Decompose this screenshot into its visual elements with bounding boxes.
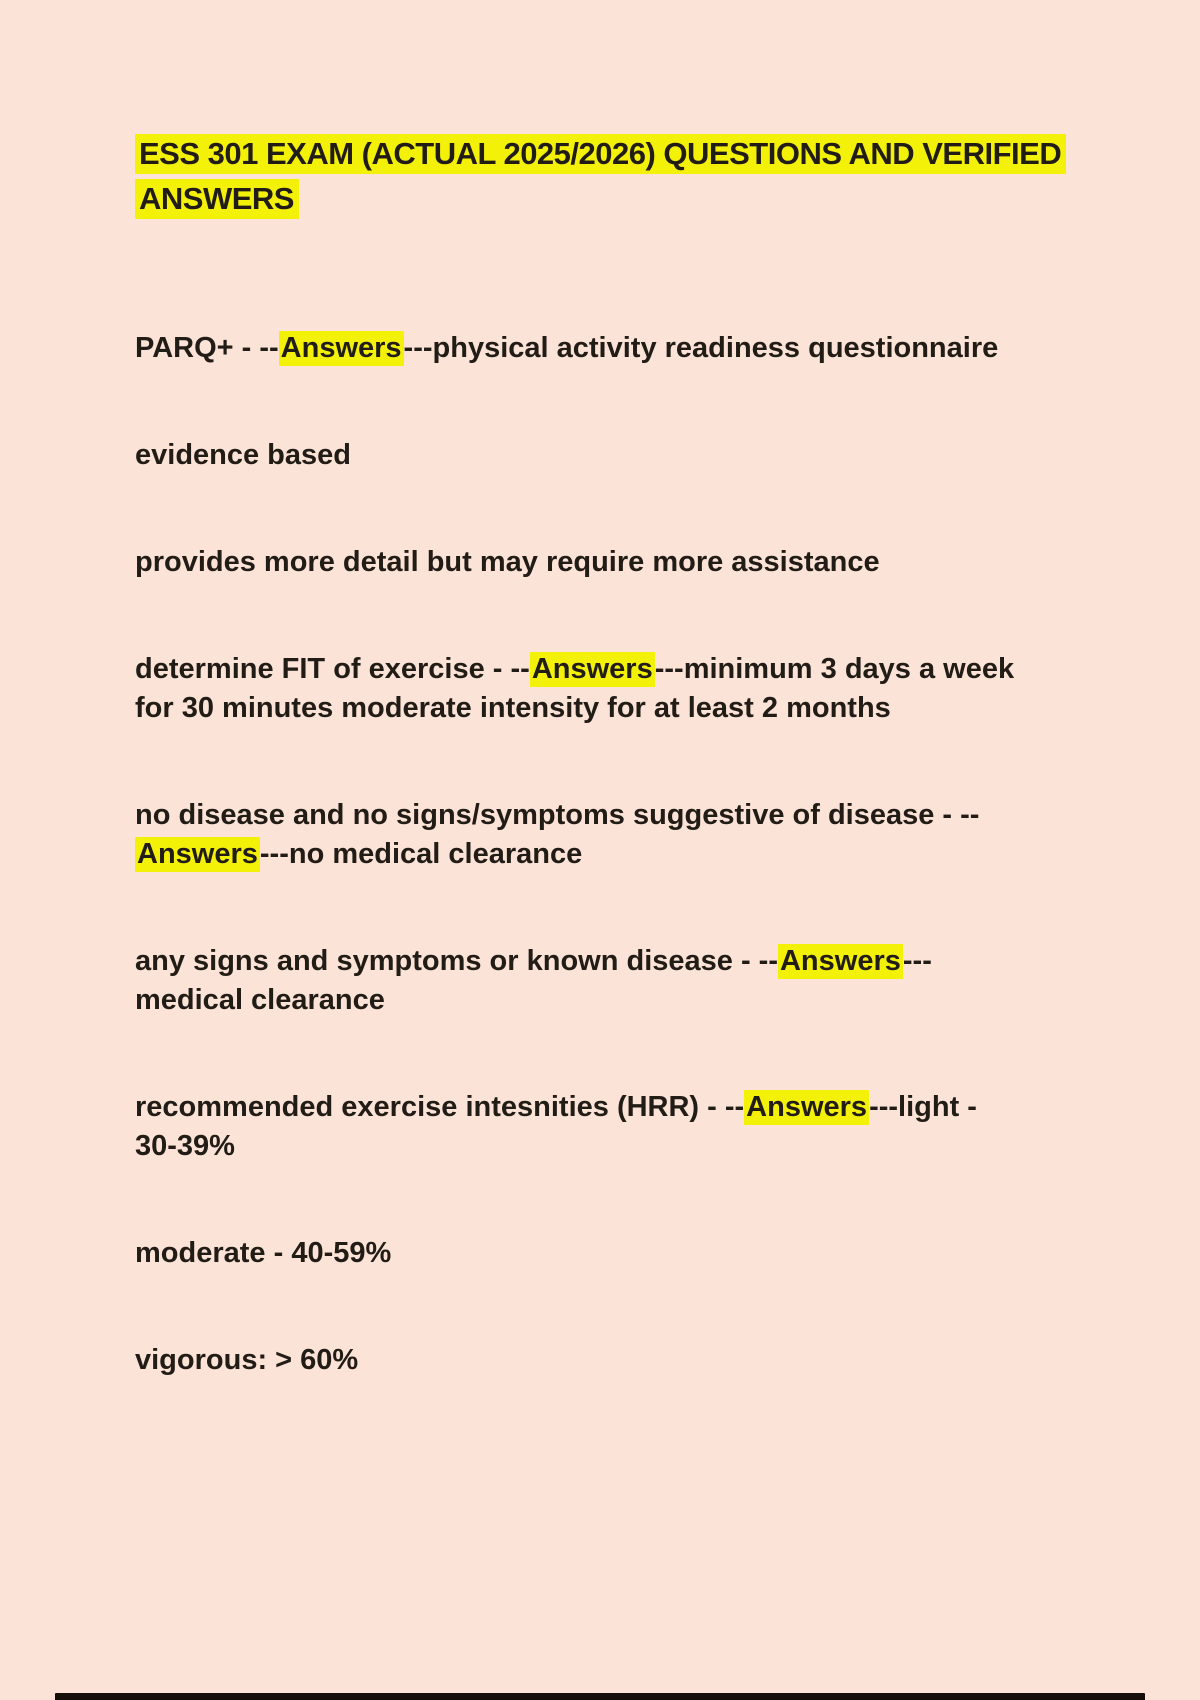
paragraph-text: determine FIT of exercise - --	[135, 653, 530, 685]
paragraph: no disease and no signs/symptoms suggest…	[135, 796, 1025, 874]
paragraph-text: any signs and symptoms or known disease …	[135, 945, 778, 977]
paragraph: evidence based	[135, 436, 1025, 475]
highlighted-answer: Answers	[278, 331, 404, 366]
paragraph: provides more detail but may require mor…	[135, 543, 1025, 582]
paragraph: any signs and symptoms or known disease …	[135, 942, 1025, 1020]
highlighted-answer: Answers	[744, 1090, 870, 1125]
paragraph-text: moderate - 40-59%	[135, 1237, 392, 1269]
paragraph-text: no disease and no signs/symptoms suggest…	[135, 799, 980, 831]
paragraph-text: ---minimum 3 days a week for 30 minutes …	[135, 653, 1015, 724]
paragraph-text: vigorous: > 60%	[135, 1344, 359, 1376]
title-highlight: ESS 301 EXAM (ACTUAL 2025/2026) QUESTION…	[135, 134, 1067, 219]
page-break-bar	[55, 1693, 1145, 1700]
paragraph-text: evidence based	[135, 439, 351, 471]
paragraph: determine FIT of exercise - --Answers---…	[135, 650, 1025, 728]
paragraph: recommended exercise intesnities (HRR) -…	[135, 1088, 1025, 1166]
highlighted-answer: Answers	[777, 944, 903, 979]
document-body: PARQ+ - --Answers---physical activity re…	[135, 329, 1025, 1380]
paragraph: PARQ+ - --Answers---physical activity re…	[135, 329, 1025, 368]
page-title: ESS 301 EXAM (ACTUAL 2025/2026) QUESTION…	[135, 131, 1200, 221]
paragraph-text: ---light - 30-39%	[135, 1091, 977, 1162]
paragraph-text: recommended exercise intesnities (HRR) -…	[135, 1091, 745, 1123]
document-content: ESS 301 EXAM (ACTUAL 2025/2026) QUESTION…	[135, 131, 1200, 1380]
paragraph-text: ---physical activity readiness questionn…	[403, 332, 999, 364]
paragraph: moderate - 40-59%	[135, 1234, 1025, 1273]
paragraph-text: ---no medical clearance	[259, 838, 583, 870]
paragraph-text: ---medical clearance	[135, 945, 932, 1016]
paragraph-text: provides more detail but may require mor…	[135, 546, 880, 578]
paragraph-text: PARQ+ - --	[135, 332, 279, 364]
highlighted-answer: Answers	[529, 652, 655, 687]
paragraph: vigorous: > 60%	[135, 1341, 1025, 1380]
highlighted-answer: Answers	[135, 837, 260, 872]
